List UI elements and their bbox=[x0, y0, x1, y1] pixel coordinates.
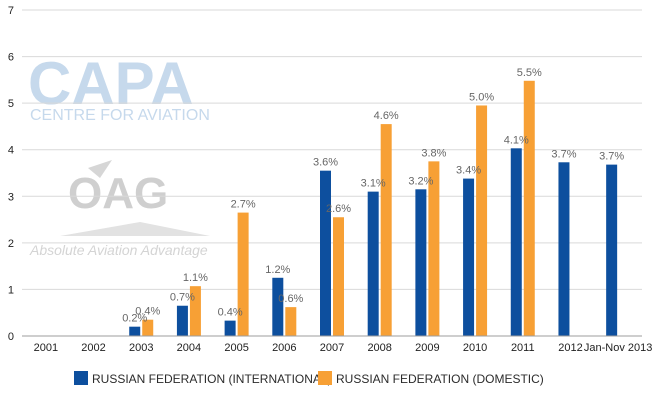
y-axis-ticks: 0 1 2 3 4 5 6 7 bbox=[8, 5, 14, 343]
x-tick-label: 2005 bbox=[224, 342, 248, 354]
capa-logo-text: CAPA bbox=[28, 50, 194, 117]
x-tick-label: 2002 bbox=[81, 342, 105, 354]
oag-fan-icon bbox=[60, 222, 210, 236]
y-tick-label: 1 bbox=[8, 284, 14, 296]
oag-watermark: OAG Absolute Aviation Advantage bbox=[29, 160, 210, 258]
oag-logo-text: OAG bbox=[68, 169, 168, 218]
y-tick-label: 2 bbox=[8, 238, 14, 250]
x-tick-label: 2010 bbox=[463, 342, 487, 354]
data-label: 5.0% bbox=[469, 91, 494, 103]
data-label: 2.6% bbox=[326, 203, 351, 215]
legend-swatch bbox=[318, 371, 332, 385]
data-label: 3.7% bbox=[551, 148, 576, 160]
bar-international bbox=[558, 162, 570, 336]
gridlines bbox=[22, 9, 642, 290]
bar-domestic bbox=[380, 124, 392, 336]
bar-domestic bbox=[142, 319, 154, 336]
bar-domestic bbox=[523, 80, 535, 336]
bar-international bbox=[415, 189, 427, 336]
bar-international bbox=[606, 164, 618, 336]
bar-domestic bbox=[476, 105, 488, 336]
y-tick-label: 7 bbox=[8, 5, 14, 17]
x-tick-label: 2008 bbox=[367, 342, 391, 354]
bar-international bbox=[272, 277, 284, 336]
data-label: 2.7% bbox=[231, 199, 256, 211]
oag-logo-subtitle: Absolute Aviation Advantage bbox=[29, 242, 208, 258]
data-label: 0.4% bbox=[135, 306, 160, 318]
data-label: 3.2% bbox=[408, 175, 433, 187]
y-tick-label: 4 bbox=[8, 145, 14, 157]
y-tick-label: 6 bbox=[8, 52, 14, 64]
x-tick-label: 2011 bbox=[511, 342, 535, 354]
bar-international bbox=[510, 148, 522, 336]
legend-label: RUSSIAN FEDERATION (DOMESTIC) bbox=[336, 372, 544, 386]
legend-label: RUSSIAN FEDERATION (INTERNATIONAL) bbox=[92, 372, 332, 386]
bar-international bbox=[176, 305, 188, 336]
x-tick-label: Jan-Nov 2013 bbox=[584, 342, 653, 354]
y-tick-label: 0 bbox=[8, 331, 14, 343]
data-label: 4.1% bbox=[504, 134, 529, 146]
data-label: 5.5% bbox=[517, 67, 542, 79]
data-label: 3.1% bbox=[361, 178, 386, 190]
data-label: 0.7% bbox=[170, 292, 195, 304]
bar-international bbox=[463, 178, 475, 336]
bar-domestic bbox=[428, 161, 440, 336]
capa-watermark: CAPA CENTRE FOR AVIATION bbox=[28, 50, 210, 124]
bar-international bbox=[224, 320, 236, 336]
data-label: 1.2% bbox=[265, 264, 290, 276]
bar-domestic bbox=[237, 212, 249, 336]
data-label: 0.2% bbox=[122, 313, 147, 325]
bar-international bbox=[367, 191, 379, 336]
capa-logo-subtitle: CENTRE FOR AVIATION bbox=[30, 107, 210, 124]
data-label: 3.6% bbox=[313, 157, 338, 169]
x-tick-label: 2006 bbox=[272, 342, 296, 354]
data-label: 4.6% bbox=[374, 110, 399, 122]
legend-swatch bbox=[74, 371, 88, 385]
bar-domestic bbox=[285, 307, 297, 336]
y-tick-label: 3 bbox=[8, 191, 14, 203]
y-tick-label: 5 bbox=[8, 98, 14, 110]
data-labels: 0.2% 0.7% 0.4% 1.2% 3.6% 3.1% 3.2% 3.4% 4.1% 3.7%… bbox=[122, 67, 624, 325]
bars bbox=[129, 80, 618, 336]
data-label: 0.6% bbox=[278, 293, 303, 305]
data-label: 3.8% bbox=[421, 147, 446, 159]
bar-international bbox=[129, 326, 141, 336]
x-tick-label: 2007 bbox=[320, 342, 344, 354]
legend: RUSSIAN FEDERATION (INTERNATIONAL) RUSSIA… bbox=[74, 371, 544, 386]
bar-domestic bbox=[333, 217, 344, 336]
x-tick-label: 2003 bbox=[129, 342, 153, 354]
bar-international bbox=[320, 170, 331, 336]
data-label: 3.7% bbox=[599, 151, 624, 163]
x-tick-label: 2004 bbox=[177, 342, 201, 354]
data-label: 1.1% bbox=[183, 272, 208, 284]
oag-swoosh-icon bbox=[88, 160, 112, 178]
data-label: 0.4% bbox=[218, 307, 243, 319]
x-tick-label: 2001 bbox=[34, 342, 58, 354]
data-label: 3.4% bbox=[456, 165, 481, 177]
bar-domestic bbox=[189, 286, 201, 336]
x-tick-label: 2009 bbox=[415, 342, 439, 354]
x-axis-ticks: 2001 2002 2003 2004 2005 2006 2007 2008 2009 2010… bbox=[34, 342, 653, 354]
x-tick-label: 2012 bbox=[558, 342, 582, 354]
